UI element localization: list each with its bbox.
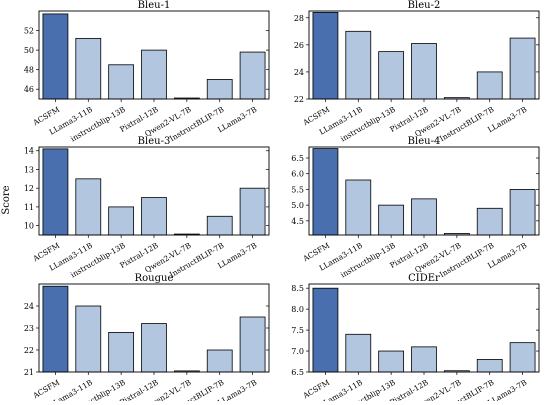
x-tick-label: instructblip-13B <box>69 105 127 144</box>
y-tick-label: 8.5 <box>291 284 304 293</box>
bar <box>141 49 167 100</box>
bar <box>312 148 339 236</box>
bar <box>239 187 266 236</box>
bar <box>206 215 233 236</box>
y-tick-label: 24 <box>24 302 34 311</box>
subplot-title: Bleu-4 <box>408 136 441 147</box>
y-tick-label: 8.0 <box>291 305 304 314</box>
bar <box>108 64 135 100</box>
y-tick-label: 5.0 <box>291 201 304 210</box>
y-tick-label: 12 <box>24 184 34 193</box>
plot-frame <box>308 146 540 236</box>
bar <box>239 316 266 373</box>
bar <box>476 359 503 373</box>
y-tick-label: 10 <box>24 222 34 231</box>
shared-y-axis-label: Score <box>1 185 12 215</box>
bar <box>411 198 437 236</box>
bar <box>509 189 536 236</box>
bar <box>42 148 69 236</box>
y-tick-label: 22 <box>24 346 34 355</box>
bar <box>42 285 69 373</box>
subplot-title: Bleu-1 <box>138 0 171 11</box>
plot-frame <box>308 10 540 100</box>
plot-frame <box>38 10 270 100</box>
bar <box>378 51 405 100</box>
y-tick-label: 24 <box>294 68 304 77</box>
bar <box>411 346 437 373</box>
y-tick-label: 26 <box>294 41 304 50</box>
bar <box>75 178 102 236</box>
y-tick-label: 22 <box>294 95 304 104</box>
y-tick-label: 4.5 <box>291 217 304 226</box>
bar <box>476 207 503 236</box>
bar <box>345 30 372 100</box>
subplot-2: Bleu-2ACSFMLLama3-11Binstructblip-13BPix… <box>294 0 540 144</box>
subplot-title: CIDEr <box>408 273 440 284</box>
bar <box>75 305 102 373</box>
y-tick-label: 14 <box>24 147 34 156</box>
y-tick-label: 6.0 <box>291 170 304 179</box>
bar <box>312 287 339 373</box>
bar <box>141 197 167 236</box>
y-tick-label: 48 <box>24 66 34 75</box>
bar <box>206 79 233 100</box>
y-tick-label: 7.5 <box>291 326 304 335</box>
subplot-6: CIDErACSFMLLama3-11Binstructblip-13BPixt… <box>291 273 540 405</box>
bar <box>75 37 102 100</box>
y-tick-label: 52 <box>24 27 34 36</box>
bar <box>345 333 372 373</box>
bar <box>239 51 266 100</box>
x-tick-label: instructblip-13B <box>339 241 397 280</box>
subplot-4: Bleu-4ACSFMLLama3-11Binstructblip-13BPix… <box>291 136 540 280</box>
bar <box>378 204 405 236</box>
bar <box>411 43 437 100</box>
bar <box>345 179 372 236</box>
bar <box>206 349 233 373</box>
x-tick-label: instructblip-13B <box>69 241 127 280</box>
y-tick-label: 7.0 <box>291 347 304 356</box>
bar <box>42 13 69 100</box>
subplot-title: Bleu-3 <box>138 136 171 147</box>
x-tick-label: instructblip-13B <box>339 105 397 144</box>
subplot-1: Bleu-1ACSFMLLama3-11Binstructblip-13BPix… <box>24 0 270 144</box>
bar <box>312 11 339 100</box>
plot-frame <box>38 146 270 236</box>
bar <box>108 331 135 373</box>
subplot-3: Bleu-3ACSFMLLama3-11Binstructblip-13BPix… <box>24 136 270 280</box>
bar <box>108 206 135 236</box>
subplot-title: Rougue <box>135 273 174 284</box>
subplot-5: RougueACSFMLLama3-11Binstructblip-13BPix… <box>24 273 270 405</box>
y-tick-label: 5.5 <box>291 185 304 194</box>
subplot-title: Bleu-2 <box>408 0 441 11</box>
y-tick-label: 13 <box>24 165 34 174</box>
y-tick-label: 21 <box>24 368 34 377</box>
y-tick-label: 23 <box>24 324 34 333</box>
bar <box>509 342 536 373</box>
plot-frame <box>308 283 540 373</box>
bar <box>378 350 405 373</box>
y-tick-label: 28 <box>294 14 304 23</box>
bar <box>141 323 167 373</box>
plot-frame <box>38 283 270 373</box>
y-tick-label: 6.5 <box>291 154 304 163</box>
y-tick-label: 46 <box>24 85 34 94</box>
y-tick-label: 6.5 <box>291 368 304 377</box>
bar <box>476 71 503 100</box>
y-tick-label: 50 <box>24 46 34 55</box>
y-tick-label: 11 <box>24 203 34 212</box>
bar <box>509 37 536 100</box>
